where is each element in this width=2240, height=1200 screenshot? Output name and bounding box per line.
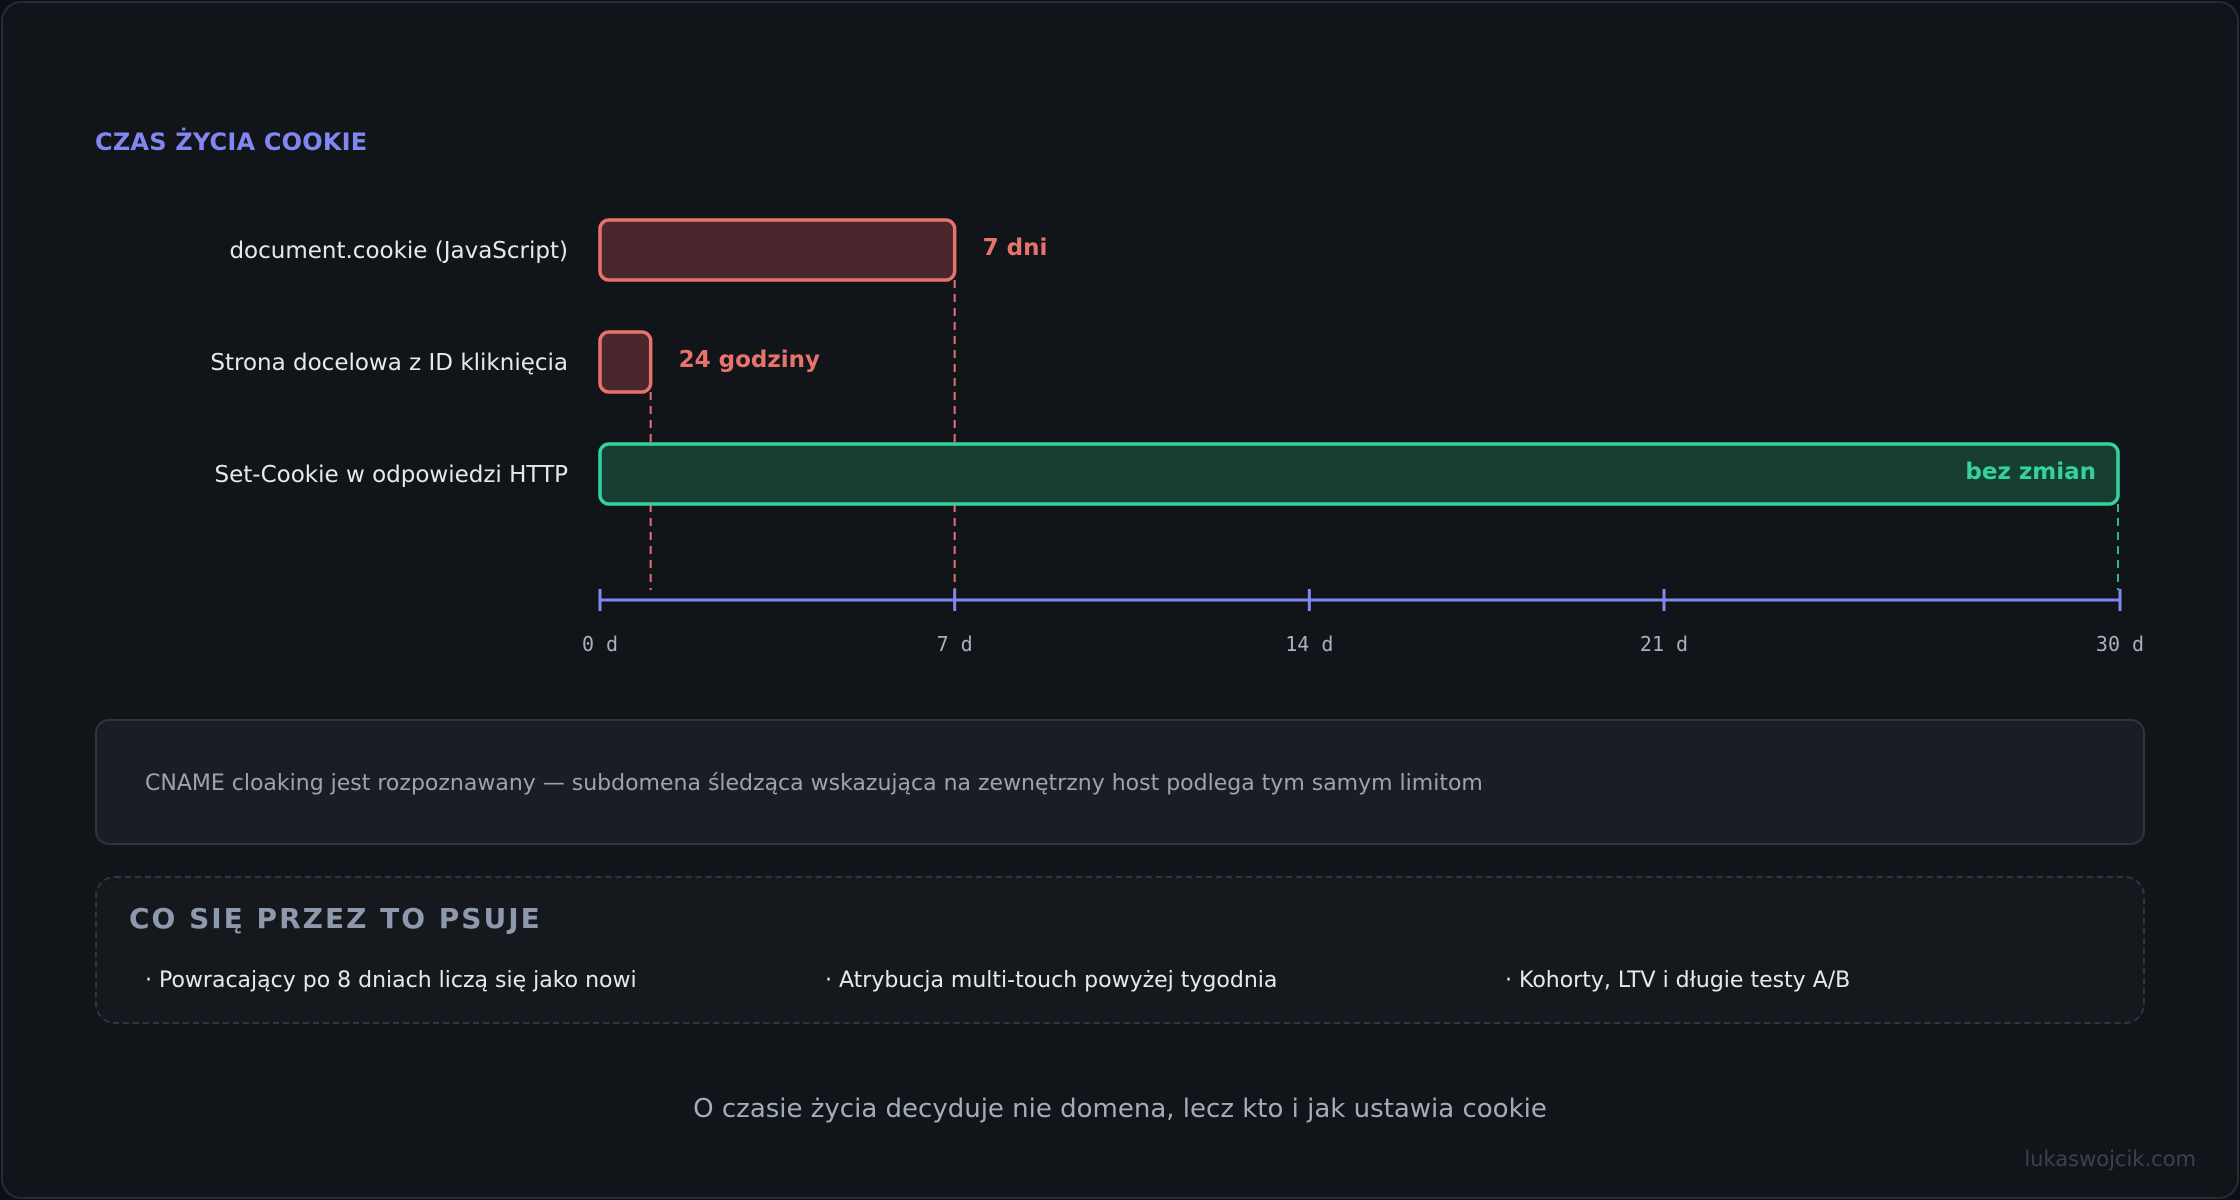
cookie-lifetime-chart: document.cookie (JavaScript) 7 dni Strona … (210, 218, 2144, 656)
cname-note-box: CNAME cloaking jest rozpoznawany — subdo… (95, 719, 2145, 845)
bar-0 (598, 218, 957, 282)
duration-label-0: 7 dni (983, 235, 1048, 261)
row-label-1: Strona docelowa z ID kliknięcia (210, 350, 568, 376)
section-title: CZAS ŻYCIA COOKIE (95, 128, 368, 156)
breaks-box: CO SIĘ PRZEZ TO PSUJE · Powracający po 8… (95, 876, 2145, 1024)
breaks-title: CO SIĘ PRZEZ TO PSUJE (129, 902, 542, 935)
bar-2 (598, 442, 2120, 506)
bar-1 (598, 330, 653, 394)
row-label-2: Set-Cookie w odpowiedzi HTTP (215, 462, 569, 488)
duration-label-2: bez zmian (1965, 459, 2096, 485)
watermark: lukaswojcik.com (2024, 1147, 2196, 1171)
x-tick-label-4: 30 d (2096, 632, 2144, 656)
x-tick-label-0: 0 d (582, 632, 618, 656)
breaks-item-attribution: · Atrybucja multi-touch powyżej tygodnia (825, 968, 1278, 993)
breaks-item-cohorts: · Kohorty, LTV i długie testy A/B (1505, 968, 1851, 993)
duration-label-1: 24 godziny (679, 347, 820, 373)
x-tick-label-2: 14 d (1285, 632, 1333, 656)
cname-note-text: CNAME cloaking jest rozpoznawany — subdo… (145, 771, 1483, 796)
x-tick-label-3: 21 d (1640, 632, 1688, 656)
x-tick-label-1: 7 d (937, 632, 973, 656)
breaks-item-returning: · Powracający po 8 dniach liczą się jako… (145, 968, 637, 993)
row-label-0: document.cookie (JavaScript) (229, 238, 568, 264)
footer-caption: O czasie życia decyduje nie domena, lecz… (693, 1094, 1547, 1124)
